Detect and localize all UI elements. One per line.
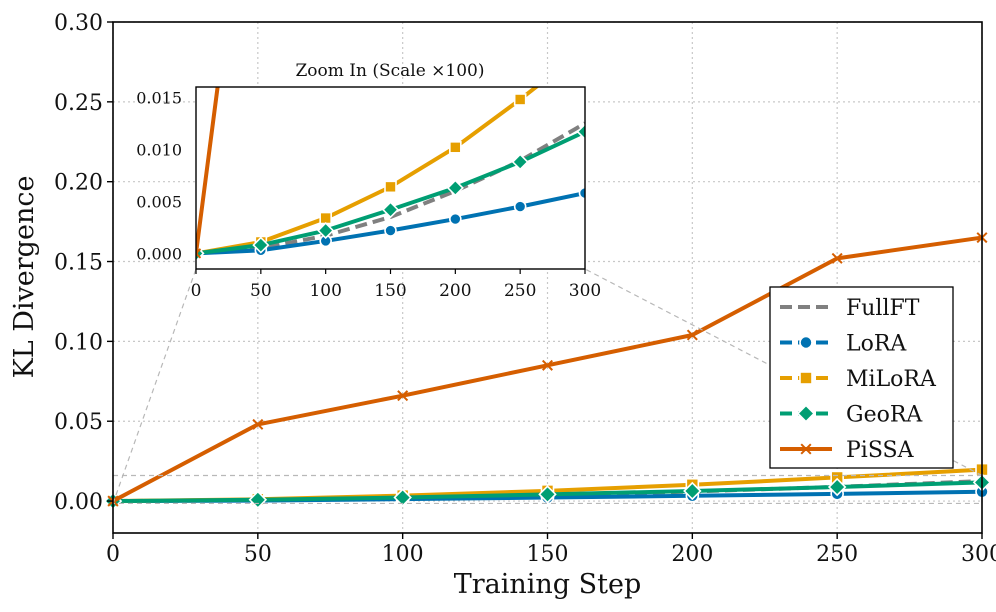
- zoom-connector: [112, 268, 197, 504]
- point-pissa: [831, 252, 843, 264]
- point-geora: [683, 481, 702, 501]
- point-geora: [317, 221, 335, 240]
- point-pissa: [252, 418, 264, 430]
- x-tick-label: 200: [671, 542, 713, 567]
- point-geora: [446, 179, 464, 197]
- point-milora: [319, 211, 332, 225]
- point-pissa: [686, 329, 698, 341]
- inset-y-tick-label: 0.015: [136, 88, 182, 107]
- point-pissa: [541, 359, 554, 371]
- inset-x-tick-label: 50: [250, 281, 272, 301]
- legend-label: GeoRA: [846, 403, 923, 428]
- y-tick-label: 0.20: [54, 171, 103, 196]
- legend-item-pissa: PiSSA: [780, 438, 915, 463]
- inset-series: [196, 43, 591, 262]
- legend-item-fullft: FullFT: [780, 296, 920, 321]
- point-milora: [513, 93, 527, 106]
- series-pissa: [196, 87, 220, 259]
- point-geora: [538, 485, 557, 504]
- point-lora: [578, 186, 585, 200]
- point-lora: [384, 224, 397, 237]
- legend-marker: [799, 371, 813, 385]
- point-geora: [248, 490, 268, 510]
- y-tick-label: 0.00: [54, 490, 103, 515]
- legend-label: FullFT: [846, 296, 920, 321]
- main-y-ticks: 0.00 0.05 0.10 0.15 0.20 0.25 0.30: [54, 11, 113, 515]
- inset-y-tick-label: 0.000: [136, 244, 182, 263]
- inset-y-tick-label: 0.005: [136, 192, 182, 211]
- y-tick-label: 0.30: [54, 11, 103, 36]
- x-tick-label: 150: [527, 542, 569, 567]
- x-tick-label: 100: [382, 542, 424, 567]
- legend-item-lora: LoRA: [780, 332, 907, 357]
- legend-item-geora: GeoRA: [780, 403, 923, 428]
- inset-y-ticks: 0.000 0.005 0.010 0.015: [136, 88, 182, 263]
- inset-x-tick-label: 0: [191, 281, 202, 301]
- point-geora: [511, 153, 529, 171]
- legend-label: PiSSA: [846, 438, 915, 463]
- x-tick-label: 300: [961, 542, 996, 567]
- inset-title: Zoom In (Scale ×100): [295, 61, 484, 81]
- legend-label: LoRA: [846, 332, 907, 357]
- point-pissa: [196, 248, 202, 259]
- point-lora: [513, 200, 527, 213]
- inset-x-tick-label: 200: [439, 281, 471, 301]
- x-tick-label: 250: [816, 542, 858, 567]
- y-axis-label: KL Divergence: [9, 176, 40, 379]
- y-tick-label: 0.05: [54, 410, 103, 435]
- point-milora: [384, 180, 397, 194]
- series-geora: [196, 123, 585, 262]
- point-milora: [449, 141, 462, 154]
- legend-marker: [800, 443, 812, 455]
- inset-x-tick-label: 250: [504, 281, 536, 301]
- legend-item-milora: MiLoRA: [780, 367, 937, 392]
- main-series: [103, 232, 992, 511]
- y-tick-label: 0.25: [54, 91, 103, 116]
- point-pissa: [397, 390, 409, 402]
- point-geora: [381, 201, 400, 219]
- x-tick-label: 50: [244, 542, 272, 567]
- legend-label: MiLoRA: [846, 367, 937, 392]
- inset-x-tick-label: 100: [309, 281, 341, 301]
- y-tick-label: 0.15: [54, 251, 103, 276]
- x-tick-label: 0: [106, 542, 120, 567]
- point-geora: [252, 236, 270, 254]
- point-geora: [393, 488, 412, 507]
- inset-x-tick-label: 150: [374, 281, 406, 301]
- inset-x-ticks: 0 50 100 150 200 250 300: [191, 269, 601, 301]
- legend-marker: [796, 404, 816, 423]
- main-x-ticks: 0 50 100 150 200 250 300: [106, 533, 996, 567]
- point-geora: [827, 477, 847, 497]
- legend: FullFT LoRA MiLoRA GeoRA PiSSA: [769, 286, 954, 469]
- point-lora: [449, 212, 462, 226]
- inset-y-tick-label: 0.010: [136, 140, 182, 159]
- legend-marker: [799, 335, 813, 350]
- y-tick-label: 0.10: [54, 330, 103, 355]
- inset-x-tick-label: 300: [569, 281, 601, 301]
- point-geora: [576, 123, 585, 141]
- x-axis-label: Training Step: [454, 569, 642, 600]
- point-milora: [580, 43, 591, 54]
